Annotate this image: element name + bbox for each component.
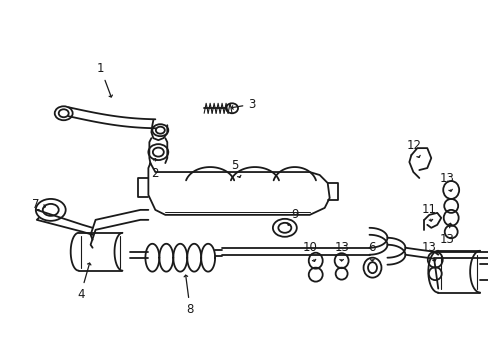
Text: 13: 13 bbox=[439, 223, 454, 246]
Text: 13: 13 bbox=[439, 171, 454, 191]
Text: 9: 9 bbox=[287, 208, 298, 225]
Text: 5: 5 bbox=[231, 158, 241, 177]
Text: 6: 6 bbox=[367, 241, 374, 261]
Text: 10: 10 bbox=[302, 241, 317, 261]
Text: 13: 13 bbox=[421, 241, 436, 261]
Text: 3: 3 bbox=[231, 98, 255, 111]
Text: 13: 13 bbox=[333, 241, 348, 261]
Text: 1: 1 bbox=[97, 62, 112, 97]
Text: 11: 11 bbox=[421, 203, 436, 221]
Text: 8: 8 bbox=[184, 275, 194, 316]
Text: 7: 7 bbox=[32, 198, 45, 211]
Text: 2: 2 bbox=[151, 159, 159, 180]
Text: 4: 4 bbox=[77, 263, 91, 301]
Text: 12: 12 bbox=[406, 139, 421, 157]
